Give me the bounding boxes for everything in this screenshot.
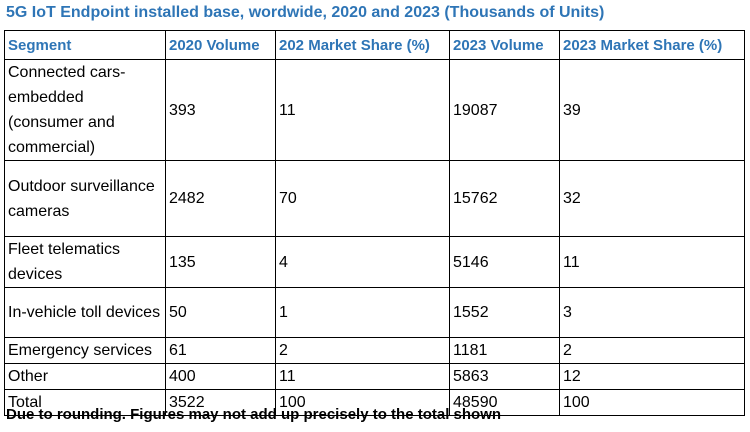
cell-2020-market-share: 4: [275, 236, 450, 288]
cell-2023-volume: 1552: [449, 287, 560, 338]
cell-segment: Emergency services: [4, 337, 166, 364]
table-row: In-vehicle toll devices 50 1 1552 3: [4, 287, 745, 338]
cell-2023-volume: 19087: [449, 59, 560, 161]
cell-segment: In-vehicle toll devices: [4, 287, 166, 338]
cell-2020-market-share: 1: [275, 287, 450, 338]
data-table: Segment 2020 Volume 202 Market Share (%)…: [4, 30, 745, 416]
cell-segment: Other: [4, 363, 166, 390]
cell-2020-volume: 400: [165, 363, 276, 390]
cell-2020-volume: 61: [165, 337, 276, 364]
cell-segment: Outdoor surveillance cameras: [4, 160, 166, 237]
cell-2023-volume: 5863: [449, 363, 560, 390]
cell-2020-volume: 2482: [165, 160, 276, 237]
cell-2023-volume: 15762: [449, 160, 560, 237]
header-2023-volume: 2023 Volume: [449, 30, 560, 60]
table-row: Other 400 11 5863 12: [4, 363, 745, 390]
cell-2020-market-share: 70: [275, 160, 450, 237]
cell-2023-market-share: 32: [559, 160, 745, 237]
cell-segment: Fleet telematics devices: [4, 236, 166, 288]
header-segment: Segment: [4, 30, 166, 60]
cell-segment: Connected cars-embedded (consumer and co…: [4, 59, 166, 161]
cell-2023-market-share: 12: [559, 363, 745, 390]
table-row-total: Total 3522 100 48590 100: [4, 389, 745, 416]
table-row: Outdoor surveillance cameras 2482 70 157…: [4, 160, 745, 237]
cell-2023-market-share: 100: [559, 389, 745, 416]
cell-2023-volume: 1181: [449, 337, 560, 364]
table-row: Fleet telematics devices 135 4 5146 11: [4, 236, 745, 288]
cell-2023-volume: 5146: [449, 236, 560, 288]
cell-2023-volume: 48590: [449, 389, 560, 416]
footnote: Due to rounding. Figures may not add up …: [6, 406, 502, 423]
cell-segment: Total: [4, 389, 166, 416]
cell-2020-market-share: 11: [275, 363, 450, 390]
cell-2020-market-share: 11: [275, 59, 450, 161]
header-2020-volume: 2020 Volume: [165, 30, 276, 60]
cell-2020-volume: 3522: [165, 389, 276, 416]
cell-2023-market-share: 2: [559, 337, 745, 364]
header-2023-market-share: 2023 Market Share (%): [559, 30, 745, 60]
cell-2020-volume: 135: [165, 236, 276, 288]
cell-2023-market-share: 3: [559, 287, 745, 338]
table-row: Emergency services 61 2 1181 2: [4, 337, 745, 364]
table-title: 5G IoT Endpoint installed base, wordwide…: [6, 4, 605, 21]
cell-2020-market-share: 2: [275, 337, 450, 364]
cell-2023-market-share: 39: [559, 59, 745, 161]
cell-2020-volume: 50: [165, 287, 276, 338]
table-row: Connected cars-embedded (consumer and co…: [4, 59, 745, 161]
header-2020-market-share: 202 Market Share (%): [275, 30, 450, 60]
cell-2023-market-share: 11: [559, 236, 745, 288]
table-header-row: Segment 2020 Volume 202 Market Share (%)…: [4, 30, 745, 60]
cell-2020-volume: 393: [165, 59, 276, 161]
